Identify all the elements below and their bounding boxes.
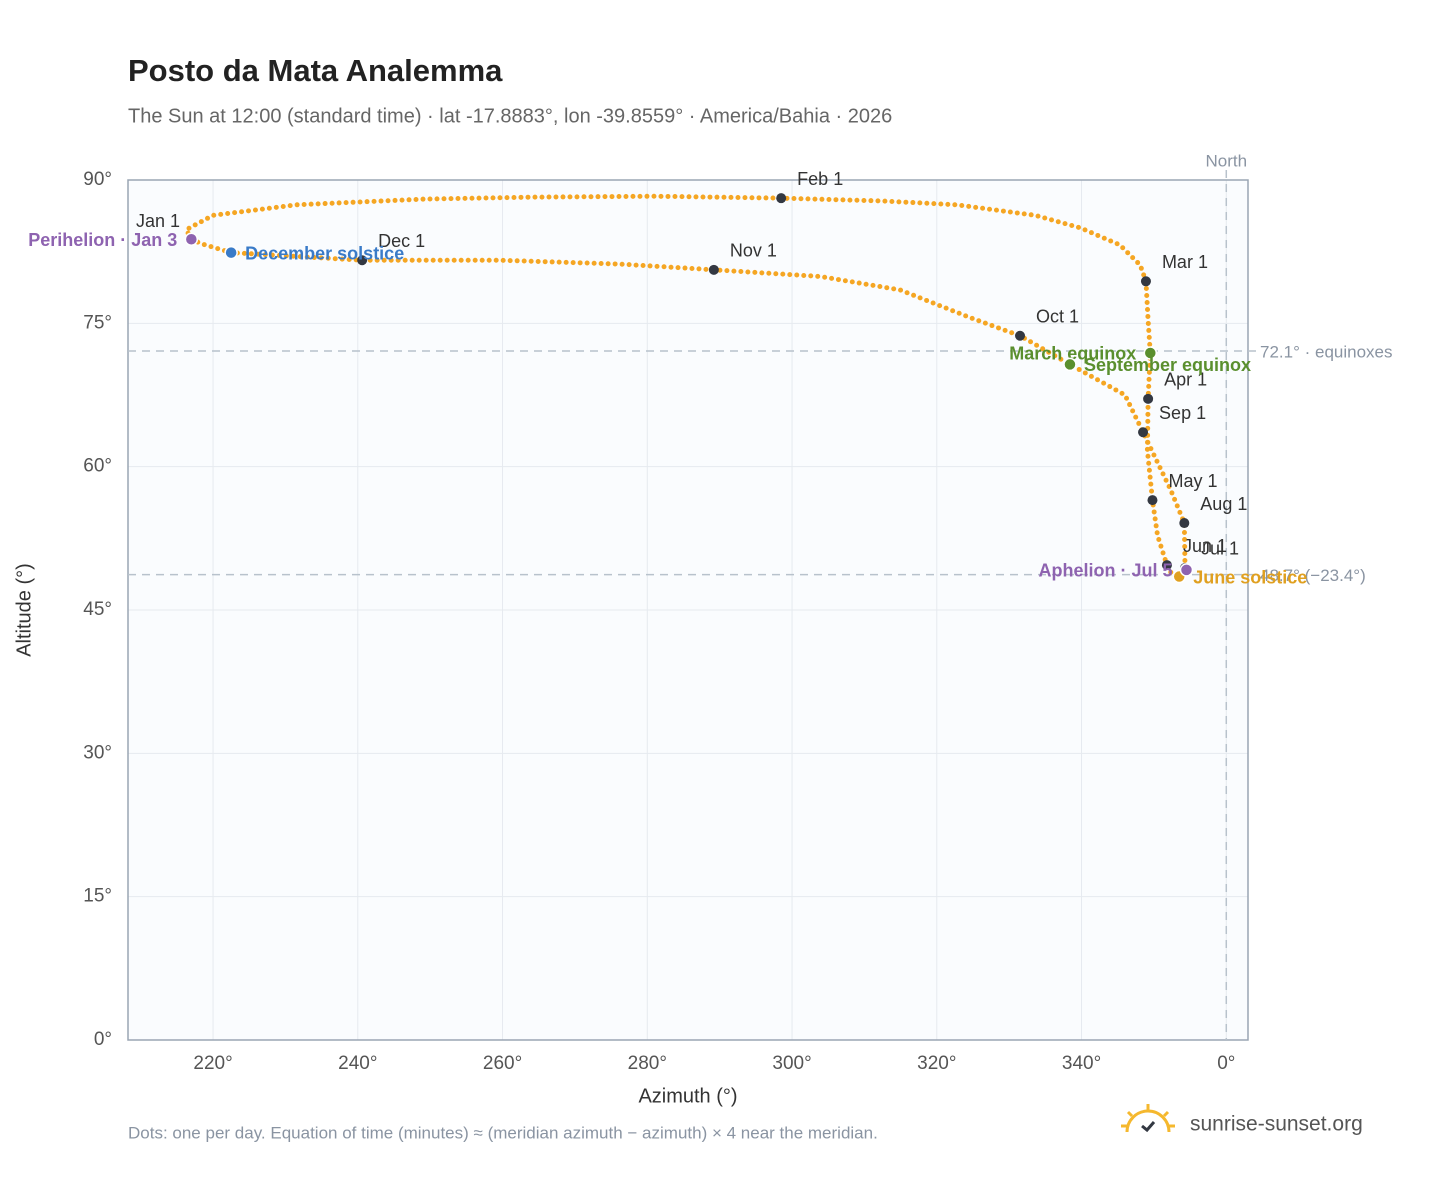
month-label: Apr 1 xyxy=(1164,370,1207,390)
month-label: Jul 1 xyxy=(1201,539,1239,559)
plot-border xyxy=(127,179,1249,1041)
month-marker xyxy=(1140,276,1151,287)
month-marker xyxy=(357,255,368,266)
event-label: Aphelion · Jul 5 xyxy=(1038,561,1172,581)
reference-label: 48.7° (−23.4°) xyxy=(1260,566,1366,585)
x-tick-label: 280° xyxy=(628,1053,667,1074)
x-tick-label: 320° xyxy=(917,1053,956,1074)
x-tick-label: 220° xyxy=(193,1053,232,1074)
event-label: September equinox xyxy=(1084,355,1251,375)
event-marker xyxy=(224,245,238,260)
month-label: Oct 1 xyxy=(1036,307,1079,327)
month-label: Mar 1 xyxy=(1162,252,1208,272)
logo xyxy=(1121,1104,1175,1133)
month-label: Dec 1 xyxy=(378,231,425,251)
x-axis-label: Azimuth (°) xyxy=(638,1085,737,1107)
event-marker xyxy=(184,232,199,246)
event-label: Perihelion · Jan 3 xyxy=(28,230,177,250)
footnote: Dots: one per day. Equation of time (min… xyxy=(128,1123,878,1142)
month-marker xyxy=(1161,560,1172,571)
event-marker xyxy=(1143,346,1158,360)
month-marker xyxy=(1138,427,1149,438)
month-marker xyxy=(1147,495,1158,506)
reference-label: 72.1° · equinoxes xyxy=(1260,343,1393,362)
y-tick-label: 90° xyxy=(83,169,112,190)
brand: sunrise-sunset.org xyxy=(1190,1113,1363,1136)
month-marker xyxy=(708,264,719,275)
month-marker xyxy=(1015,330,1026,341)
month-label: Jun 1 xyxy=(1183,536,1227,556)
month-label: Feb 1 xyxy=(797,169,843,189)
x-tick-label: 300° xyxy=(772,1053,811,1074)
month-label: Sep 1 xyxy=(1159,403,1206,423)
y-tick-label: 45° xyxy=(83,599,112,620)
month-marker xyxy=(1179,518,1190,529)
event-marker xyxy=(1063,357,1077,372)
month-marker xyxy=(1143,393,1154,404)
month-label: Jan 1 xyxy=(136,211,180,231)
y-axis-label: Altitude (°) xyxy=(13,563,35,657)
month-marker xyxy=(776,193,787,204)
x-tick-label: 260° xyxy=(483,1053,522,1074)
month-label: Aug 1 xyxy=(1200,494,1247,514)
y-tick-label: 30° xyxy=(83,742,112,763)
y-tick-label: 15° xyxy=(83,886,112,907)
x-tick-label: 240° xyxy=(338,1053,377,1074)
north-label: North xyxy=(1205,151,1247,170)
x-tick-label: 340° xyxy=(1062,1053,1101,1074)
event-label: June solstice xyxy=(1193,567,1307,587)
y-tick-label: 0° xyxy=(94,1029,112,1050)
month-label: May 1 xyxy=(1168,471,1217,491)
daily-path xyxy=(182,193,1188,580)
y-tick-label: 75° xyxy=(83,312,112,333)
subtitle: The Sun at 12:00 (standard time) · lat -… xyxy=(128,105,892,127)
chart-title: Posto da Mata Analemma xyxy=(128,53,503,88)
event-marker xyxy=(1179,563,1194,577)
month-label: Nov 1 xyxy=(730,241,777,261)
y-tick-label: 60° xyxy=(83,456,112,477)
event-label: March equinox xyxy=(1009,344,1136,364)
event-label: December solstice xyxy=(245,243,404,263)
x-tick-label: 0° xyxy=(1217,1053,1235,1074)
